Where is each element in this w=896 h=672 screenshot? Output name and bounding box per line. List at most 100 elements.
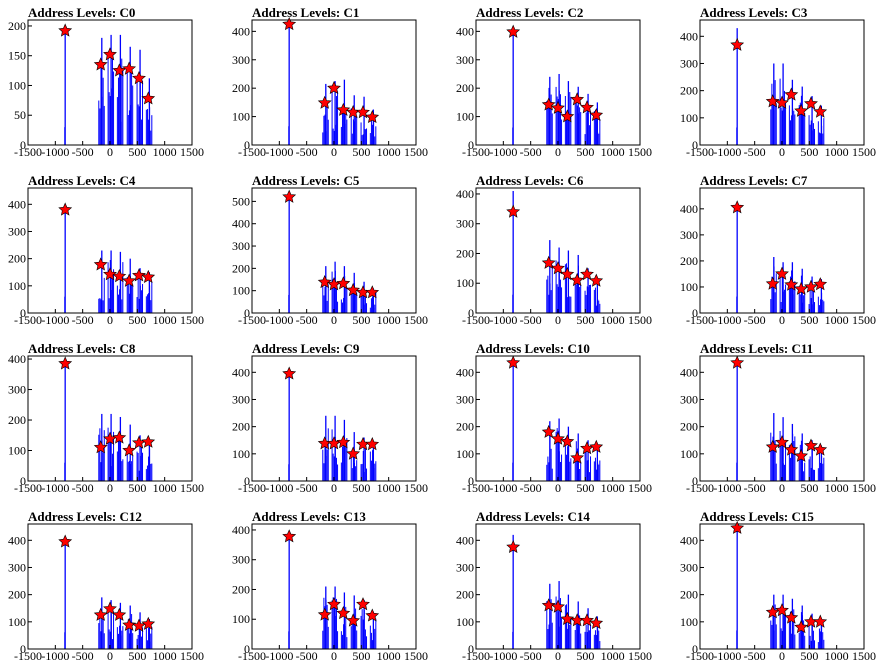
x-tick-label: 0	[779, 145, 785, 159]
x-tick-label: -1000	[713, 481, 741, 495]
x-tick-label: -500	[744, 649, 766, 663]
y-tick-label: 0	[468, 138, 474, 152]
peak-marker	[122, 273, 137, 287]
peak-marker	[580, 441, 594, 455]
peak-marker	[282, 529, 297, 543]
bar-series	[288, 531, 377, 649]
bar-series	[288, 369, 377, 481]
peak-marker	[506, 355, 521, 369]
x-tick-label: -1500	[238, 145, 266, 159]
bar-series	[512, 190, 601, 313]
x-tick-label: 1000	[825, 481, 849, 495]
chart-panel: Address Levels: C8 0 100 200 300 400 -1500 -100…	[8, 341, 204, 495]
peak-marker	[103, 267, 117, 281]
peak-marker	[813, 277, 828, 291]
chart-title: Address Levels: C7	[700, 173, 808, 188]
y-tick-label: 200	[456, 81, 474, 95]
y-tick-label: 400	[8, 352, 26, 366]
peak-marker	[506, 24, 521, 38]
x-tick-label: 1000	[377, 313, 401, 327]
peak-marker	[112, 63, 127, 77]
chart-title: Address Levels: C14	[476, 509, 590, 524]
y-tick-label: 100	[8, 444, 26, 458]
x-tick-label: 1500	[404, 145, 428, 159]
x-tick-label: -1500	[14, 481, 42, 495]
peak-marker	[560, 611, 575, 626]
bar-series	[288, 20, 377, 145]
y-tick-label: 300	[8, 560, 26, 574]
x-tick-label: 500	[352, 481, 370, 495]
peak-marker	[775, 266, 789, 280]
x-tick-label: -1500	[686, 313, 714, 327]
peak-marker	[784, 87, 799, 101]
peak-marker	[765, 94, 780, 108]
x-tick-label: 0	[107, 481, 113, 495]
peak-marker	[132, 71, 146, 85]
x-tick-label: 1500	[628, 481, 652, 495]
y-tick-label: 0	[20, 138, 26, 152]
chart-title: Address Levels: C3	[700, 5, 808, 20]
y-tick-label: 400	[232, 523, 250, 537]
x-tick-label: 1500	[852, 145, 876, 159]
y-tick-label: 100	[456, 615, 474, 629]
x-tick-label: 0	[331, 481, 337, 495]
peak-marker	[93, 440, 108, 454]
peak-marker	[365, 437, 380, 451]
x-tick-label: -500	[520, 145, 542, 159]
y-tick-label: 300	[680, 392, 698, 406]
peak-marker	[58, 534, 73, 548]
x-tick-label: 1000	[825, 145, 849, 159]
y-tick-label: 300	[232, 239, 250, 253]
y-tick-label: 300	[456, 560, 474, 574]
peak-marker	[541, 424, 556, 438]
y-tick-label: 0	[692, 642, 698, 656]
y-tick-label: 50	[14, 108, 26, 122]
peak-marker	[122, 617, 137, 631]
peak-marker	[58, 202, 73, 216]
peak-marker	[346, 105, 361, 119]
x-tick-label: 500	[352, 649, 370, 663]
x-tick-label: 1000	[601, 649, 625, 663]
x-tick-label: -1500	[14, 313, 42, 327]
x-tick-label: 1500	[628, 145, 652, 159]
y-tick-label: 200	[680, 420, 698, 434]
peak-marker	[336, 606, 351, 620]
x-tick-label: 1000	[153, 145, 177, 159]
peak-marker	[346, 446, 361, 460]
x-tick-label: 500	[352, 145, 370, 159]
y-tick-label: 400	[232, 365, 250, 379]
peak-marker	[122, 443, 137, 457]
y-tick-label: 400	[232, 24, 250, 38]
y-tick-label: 400	[8, 197, 26, 211]
peak-marker	[765, 276, 780, 290]
x-tick-label: -1500	[686, 481, 714, 495]
chart-title: Address Levels: C5	[252, 173, 360, 188]
peak-marker	[112, 607, 127, 621]
chart-title: Address Levels: C9	[252, 341, 360, 356]
y-tick-label: 300	[456, 392, 474, 406]
x-tick-label: 500	[576, 313, 594, 327]
bar-series	[64, 204, 153, 313]
x-tick-label: 1000	[153, 649, 177, 663]
x-tick-label: -500	[744, 145, 766, 159]
peak-marker	[551, 100, 565, 114]
peak-marker	[336, 276, 351, 290]
peak-marker	[560, 109, 575, 123]
chart-title: Address Levels: C6	[476, 173, 584, 188]
x-tick-label: 1500	[180, 313, 204, 327]
x-tick-label: 1000	[153, 481, 177, 495]
x-tick-label: 500	[800, 145, 818, 159]
peak-marker	[589, 107, 604, 122]
peak-marker	[282, 17, 297, 31]
peak-marker	[327, 80, 341, 94]
x-tick-label: -1500	[238, 481, 266, 495]
y-tick-label: 200	[232, 420, 250, 434]
chart-title: Address Levels: C8	[28, 341, 136, 356]
x-tick-label: 1500	[852, 649, 876, 663]
x-tick-label: -1000	[489, 649, 517, 663]
y-tick-label: 400	[456, 187, 474, 201]
y-tick-label: 0	[244, 306, 250, 320]
x-tick-label: 0	[779, 649, 785, 663]
peak-marker	[730, 37, 745, 51]
peak-marker	[346, 613, 361, 627]
